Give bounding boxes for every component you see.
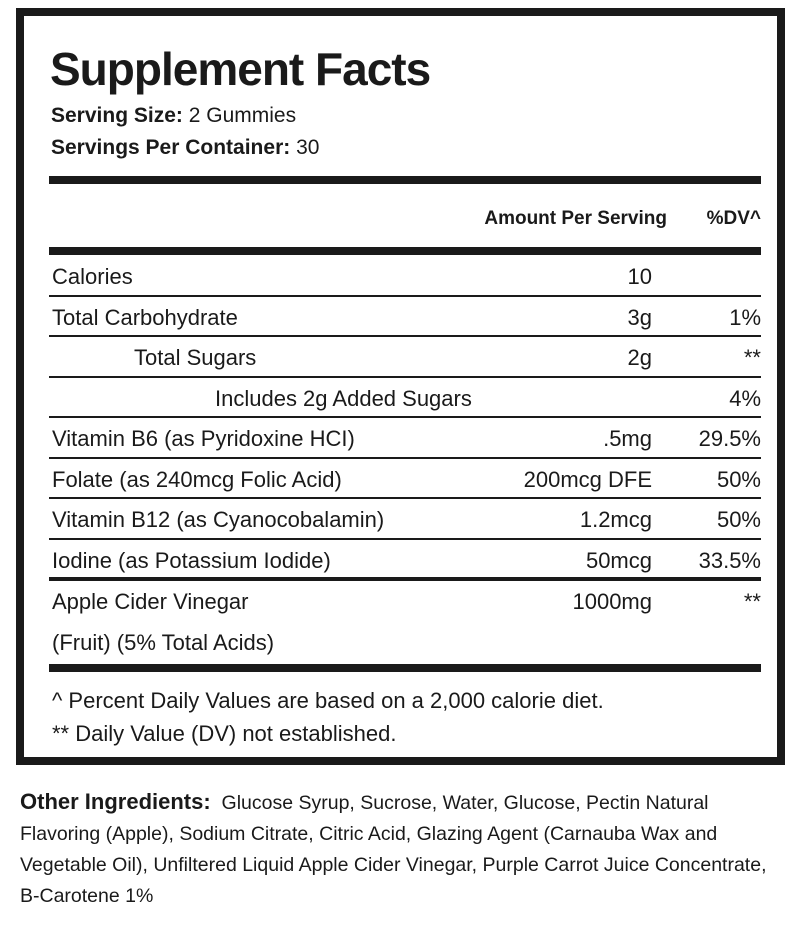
amount-header: Amount Per Serving xyxy=(484,208,667,229)
servings-per-container: Servings Per Container: 30 xyxy=(51,136,319,160)
nutrient-name: Apple Cider Vinegar xyxy=(52,588,249,614)
nutrient-table: Calories 10 Total Carbohydrate 3g 1% Total … xyxy=(49,256,761,661)
nutrient-dv: ** xyxy=(743,345,761,370)
nutrient-amount: 3g xyxy=(627,304,652,330)
footnote-dv: ^ Percent Daily Values are based on a 2,… xyxy=(52,688,604,713)
nutrient-amount: 50mcg xyxy=(585,547,652,573)
nutrient-name: Includes 2g Added Sugars xyxy=(215,385,472,411)
nutrient-amount: .5mg xyxy=(603,426,652,451)
dv-header: %DV^ xyxy=(706,208,761,229)
nutrient-dv: 33.5% xyxy=(698,547,761,573)
nutrient-name-line2: (Fruit) (5% Total Acids) xyxy=(52,629,275,655)
other-ingredients-text: Glucose Syrup, Sucrose, Water, Glucose, … xyxy=(20,792,767,907)
nutrient-name: Vitamin B12 (as Cyanocobalamin) xyxy=(52,507,385,532)
nutrient-name: Total Carbohydrate xyxy=(52,304,238,330)
table-row: Vitamin B12 (as Cyanocobalamin) 1.2mcg 50% xyxy=(49,499,761,540)
footnote-not-established: ** Daily Value (DV) not established. xyxy=(52,721,397,746)
serving-size-label: Serving Size: xyxy=(51,104,183,127)
nutrient-dv: 4% xyxy=(729,385,761,411)
table-row: Total Carbohydrate 3g 1% xyxy=(49,297,761,337)
nutrient-dv: ** xyxy=(743,588,761,614)
nutrient-dv: 50% xyxy=(716,507,761,532)
table-row: Iodine (as Potassium Iodide) 50mcg 33.5% xyxy=(49,540,761,581)
nutrient-amount: 200mcg DFE xyxy=(523,466,652,492)
divider-bar xyxy=(49,176,761,184)
table-row: Apple Cider Vinegar (Fruit) (5% Total Aci… xyxy=(49,581,761,661)
divider-bar xyxy=(49,664,761,672)
nutrient-dv: 29.5% xyxy=(698,426,761,451)
table-row: Total Sugars 2g ** xyxy=(49,337,761,378)
other-ingredients: Other Ingredients: Glucose Syrup, Sucros… xyxy=(20,786,780,912)
table-row: Calories 10 xyxy=(49,256,761,297)
panel-title: Supplement Facts xyxy=(50,43,431,95)
nutrient-name: Folate (as 240mcg Folic Acid) xyxy=(52,466,342,492)
nutrient-name: Calories xyxy=(52,264,133,289)
column-header: Amount Per Serving %DV^ xyxy=(49,208,761,236)
nutrient-amount: 2g xyxy=(627,345,652,370)
supplement-facts-panel: Supplement Facts Serving Size: 2 Gummies… xyxy=(16,8,785,765)
nutrient-dv: 1% xyxy=(729,304,761,330)
nutrient-name: Vitamin B6 (as Pyridoxine HCI) xyxy=(52,426,355,451)
nutrient-amount: 1.2mcg xyxy=(579,507,652,532)
nutrient-name: Iodine (as Potassium Iodide) xyxy=(52,547,331,573)
nutrient-amount: 1000mg xyxy=(572,588,652,614)
other-ingredients-label: Other Ingredients: xyxy=(20,789,211,814)
servings-per-container-value: 30 xyxy=(296,136,320,159)
nutrient-dv: 50% xyxy=(716,466,761,492)
nutrient-name: Total Sugars xyxy=(134,345,257,370)
table-row: Vitamin B6 (as Pyridoxine HCI) .5mg 29.5% xyxy=(49,418,761,459)
nutrient-amount: 10 xyxy=(627,264,652,289)
servings-per-container-label: Servings Per Container: xyxy=(51,136,291,159)
table-row: Includes 2g Added Sugars 4% xyxy=(49,378,761,418)
divider-bar xyxy=(49,247,761,255)
serving-size: Serving Size: 2 Gummies xyxy=(51,104,296,128)
serving-size-value: 2 Gummies xyxy=(188,104,297,127)
table-row: Folate (as 240mcg Folic Acid) 200mcg DFE 5… xyxy=(49,459,761,499)
